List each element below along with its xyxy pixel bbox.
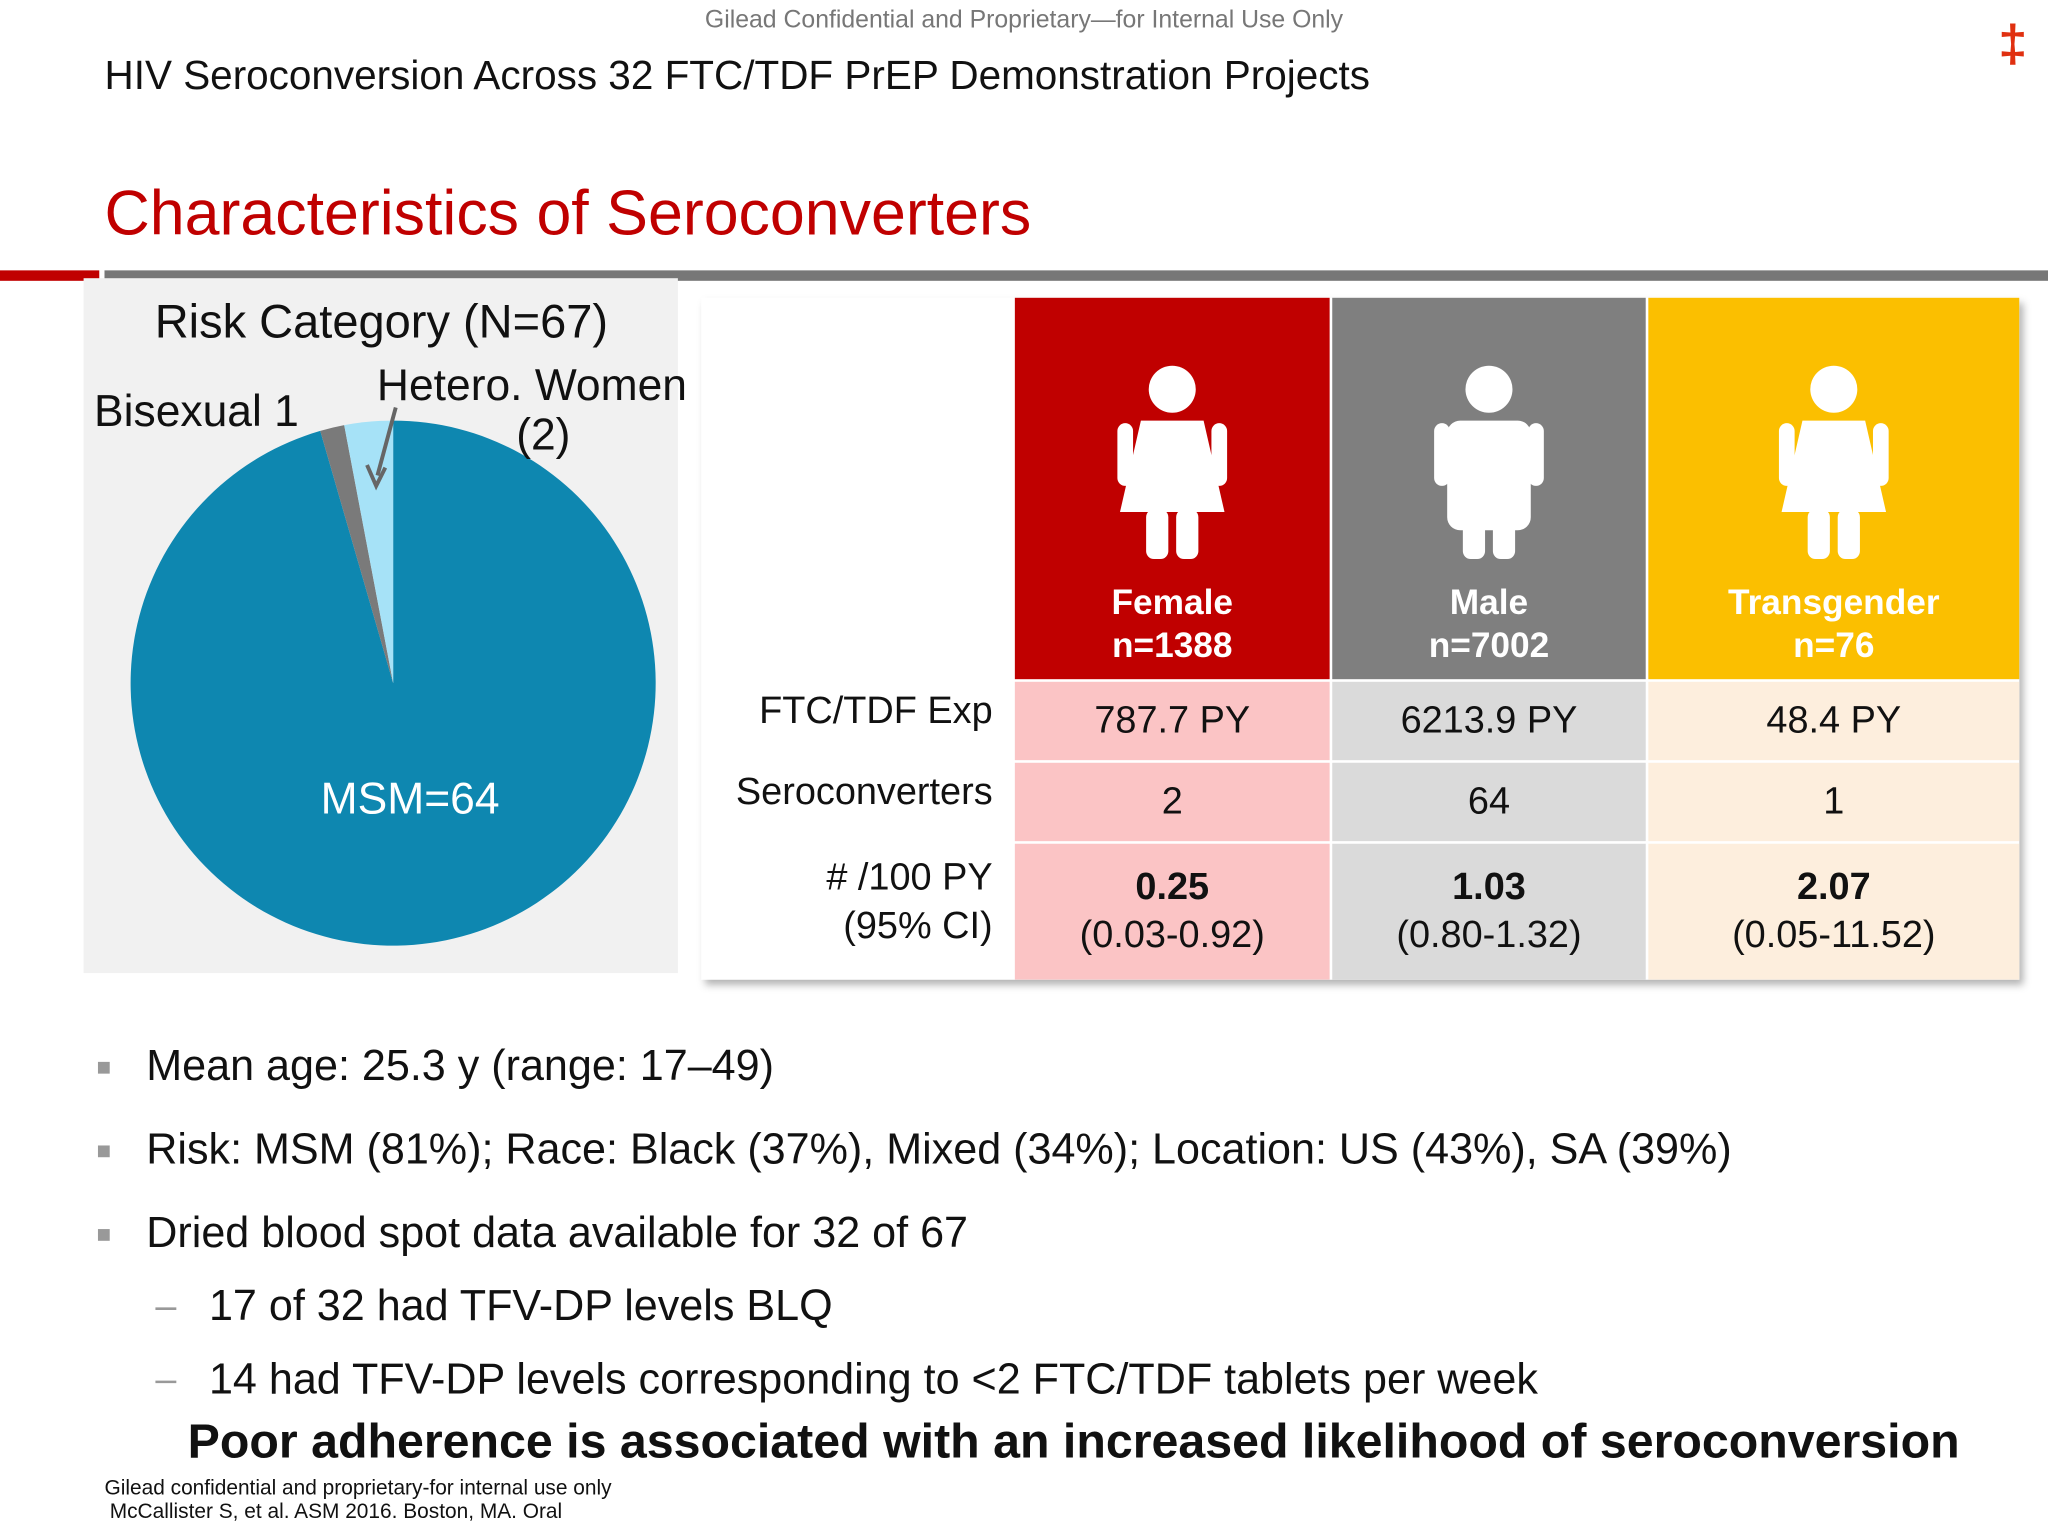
icon	[1434, 423, 1450, 486]
cell-text: 1.03	[1452, 866, 1526, 908]
icon	[1447, 420, 1531, 531]
label-line: (2)	[516, 410, 570, 459]
rule-red	[0, 270, 100, 281]
arrow	[375, 407, 398, 476]
icon	[1462, 509, 1486, 560]
row-label: (95% CI)	[843, 905, 992, 947]
sub-bullet: 14 had TFV-DP levels corresponding to <2…	[209, 1355, 1538, 1403]
icon	[1872, 423, 1889, 486]
conclusion: Poor adherence is associated with an inc…	[188, 1414, 1960, 1468]
cell-text: (0.03-0.92)	[1080, 914, 1265, 956]
icon	[1211, 423, 1228, 486]
icon	[1146, 509, 1169, 560]
icon	[1148, 365, 1196, 413]
pie	[130, 420, 656, 946]
title: HIV Seroconversion Across 32 FTC/TDF PrE…	[104, 52, 1369, 98]
row-label: # /100 PY	[826, 857, 992, 899]
cell	[1014, 762, 1330, 842]
cell	[1014, 843, 1330, 980]
cell-text: 787.7 PY	[1094, 699, 1250, 741]
cell	[1332, 843, 1646, 980]
cell	[1014, 681, 1330, 761]
icon	[1837, 509, 1860, 560]
rule-gray	[104, 270, 2048, 281]
heading: Characteristics of Seroconverters	[104, 179, 1031, 249]
cell	[1648, 762, 2020, 842]
icon	[1120, 420, 1225, 512]
icon	[1117, 423, 1134, 486]
pie-slice	[320, 425, 394, 684]
icon	[1807, 509, 1830, 560]
cell-text: 2.07	[1797, 866, 1871, 908]
icon	[1781, 420, 1887, 512]
sub-bullet: 17 of 32 had TFV-DP levels BLQ	[209, 1282, 833, 1330]
pie-label: MSM=64	[321, 775, 500, 824]
pie-slice	[130, 420, 656, 946]
label-line: Hetero. Women	[377, 361, 699, 410]
cell	[1332, 681, 1646, 761]
pie-title: Risk Category (N=67)	[155, 295, 608, 348]
cell	[1332, 762, 1646, 842]
cell-text: (0.80-1.32)	[1396, 914, 1581, 956]
cell-text: 6213.9 PY	[1401, 699, 1578, 741]
icon	[1465, 365, 1513, 413]
confidential: Gilead Confidential and Proprietary—for …	[705, 6, 1344, 33]
bullet-marker	[97, 1229, 110, 1241]
pie-label: Bisexual 1	[94, 387, 299, 436]
pie-slice	[344, 420, 394, 684]
column-name: Female	[1112, 583, 1233, 622]
column-n: n=7002	[1429, 626, 1550, 665]
bullet: Mean age: 25.3 y (range: 17–49)	[146, 1042, 774, 1090]
arrow-head	[365, 464, 388, 491]
cell	[1648, 843, 2020, 980]
column-name: Transgender	[1728, 583, 1940, 622]
column-name: Male	[1450, 583, 1528, 622]
bullet: Risk: MSM (81%); Race: Black (37%), Mixe…	[146, 1125, 1731, 1173]
row-label: FTC/TDF Exp	[759, 690, 992, 732]
icon	[1528, 423, 1544, 486]
row-label: Seroconverters	[736, 771, 993, 813]
footer: Gilead confidential and proprietary-for …	[104, 1476, 612, 1499]
cell-text: (0.05-11.52)	[1732, 914, 1935, 956]
table: Female n=1388 787.7 PY 2 0.25 (0.03-0.92) Male…	[736, 297, 2020, 980]
pie-label: Hetero. Women (2)	[377, 361, 699, 460]
cell-text: 48.4 PY	[1766, 699, 1901, 741]
bullet-marker	[97, 1061, 110, 1074]
icon	[1176, 509, 1199, 560]
cell-text: 2	[1162, 780, 1183, 822]
icon	[1810, 365, 1858, 413]
cell	[1648, 681, 2020, 761]
icon	[1778, 423, 1795, 486]
cell-text: 1	[1823, 780, 1844, 822]
icon	[1492, 509, 1516, 560]
bullets: Mean age: 25.3 y (range: 17–49) Risk: MSM…	[97, 1042, 1732, 1403]
column-n: n=1388	[1112, 626, 1233, 665]
cell-text: 64	[1468, 780, 1510, 822]
bullet: Dried blood spot data available for 32 o…	[146, 1209, 968, 1257]
bullet-marker	[97, 1145, 110, 1158]
cell-text: 0.25	[1135, 866, 1209, 908]
logo: ‡	[1998, 15, 2027, 73]
footer: McCallister S, et al. ASM 2016. Boston, …	[110, 1500, 562, 1523]
column-n: n=76	[1793, 626, 1874, 665]
